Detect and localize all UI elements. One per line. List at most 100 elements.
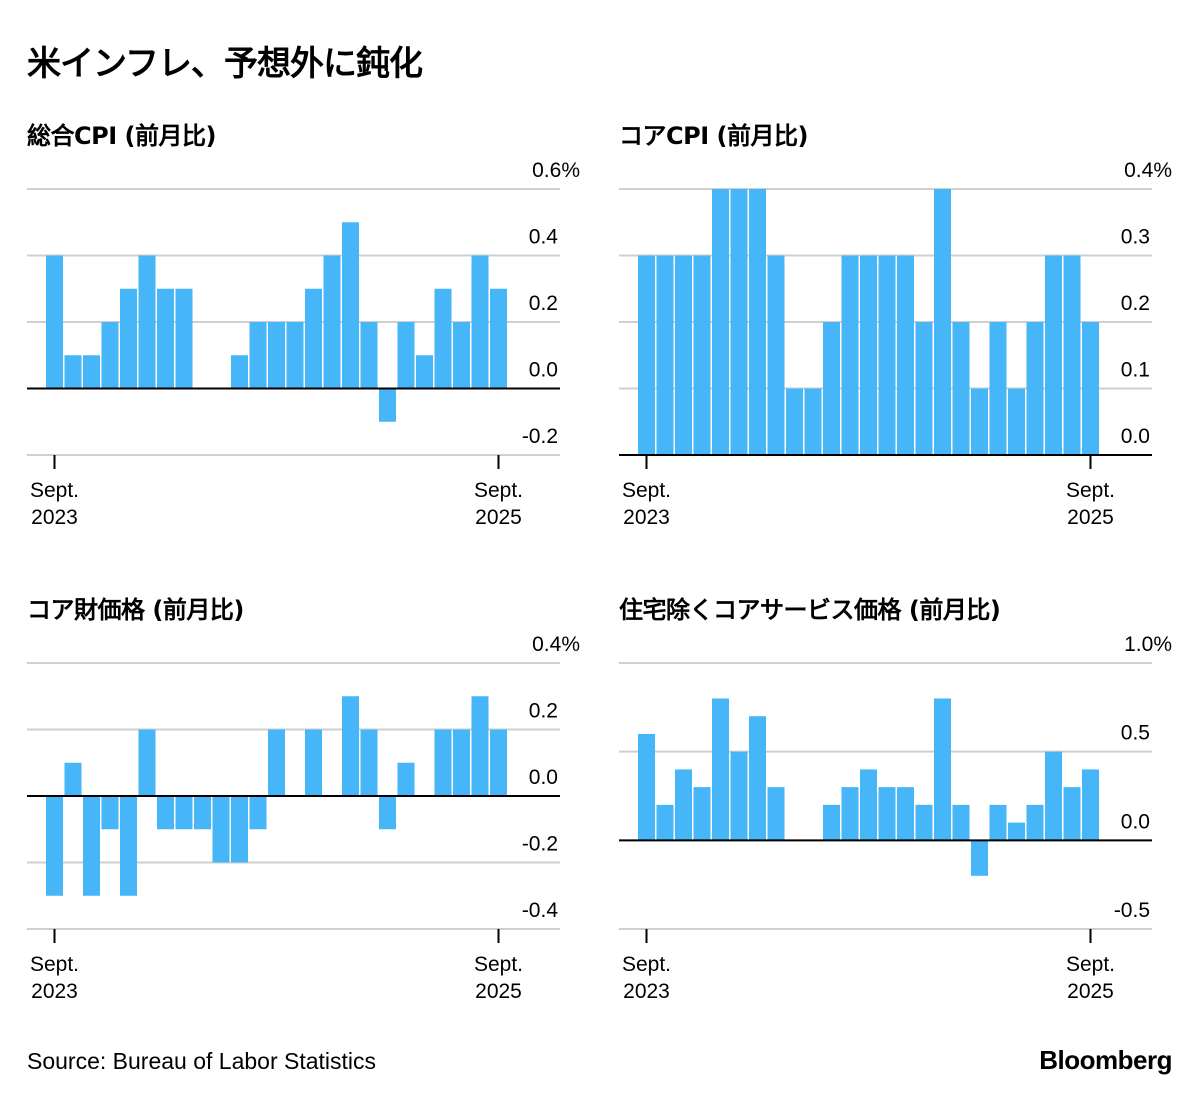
bar bbox=[1045, 255, 1062, 455]
bar bbox=[120, 288, 137, 389]
bar bbox=[656, 255, 674, 455]
bar bbox=[767, 787, 785, 841]
bar bbox=[323, 255, 341, 389]
bar bbox=[64, 355, 82, 389]
bar bbox=[934, 189, 951, 455]
panel-title-core-cpi: コアCPI (前月比) bbox=[619, 122, 808, 150]
bar bbox=[64, 762, 82, 796]
bar bbox=[841, 787, 859, 841]
bar bbox=[971, 840, 988, 876]
y-tick-label: 0.2 bbox=[1121, 292, 1150, 315]
x-tick-label: 2025 bbox=[1067, 980, 1114, 1003]
bar bbox=[360, 729, 378, 796]
y-tick-label: 0.6% bbox=[532, 159, 580, 182]
bar bbox=[194, 796, 211, 830]
y-tick-label: 1.0% bbox=[1124, 633, 1172, 656]
bar bbox=[1008, 822, 1025, 841]
y-tick-label: 0.1 bbox=[1121, 359, 1150, 382]
bar bbox=[915, 322, 933, 455]
y-tick-label: 0.4% bbox=[532, 633, 580, 656]
bar bbox=[712, 698, 729, 841]
y-tick-label: -0.2 bbox=[522, 425, 558, 448]
x-tick-label: 2025 bbox=[1067, 506, 1114, 529]
bar bbox=[693, 255, 711, 455]
y-tick-label: 0.3 bbox=[1121, 226, 1150, 249]
bar bbox=[823, 322, 840, 455]
bar bbox=[471, 255, 489, 389]
y-tick-label: 0.0 bbox=[529, 359, 558, 382]
bar bbox=[249, 796, 267, 830]
bar bbox=[175, 796, 193, 830]
bar bbox=[897, 255, 914, 455]
x-tick-label: Sept. bbox=[622, 479, 671, 502]
bar bbox=[305, 729, 322, 796]
x-tick-label: Sept. bbox=[30, 953, 79, 976]
bar bbox=[101, 796, 119, 830]
bar bbox=[989, 322, 1007, 455]
bar bbox=[952, 804, 970, 841]
panel-title-supercore: 住宅除くコアサービス価格 (前月比) bbox=[619, 596, 1001, 624]
bar bbox=[434, 729, 452, 796]
y-tick-label: 0.0 bbox=[1121, 810, 1150, 833]
source-note: Source: Bureau of Labor Statistics bbox=[27, 1048, 377, 1074]
bar bbox=[860, 255, 877, 455]
x-tick-label: Sept. bbox=[474, 479, 523, 502]
bar bbox=[101, 322, 119, 389]
bar bbox=[268, 322, 285, 389]
y-tick-label: 0.0 bbox=[1121, 425, 1150, 448]
bar bbox=[675, 255, 692, 455]
bar bbox=[46, 255, 63, 389]
panel-title-core-goods: コア財価格 (前月比) bbox=[27, 596, 244, 624]
bar bbox=[989, 804, 1007, 841]
bar bbox=[841, 255, 859, 455]
bar bbox=[434, 288, 452, 389]
bar bbox=[120, 796, 137, 896]
y-tick-label: 0.5 bbox=[1121, 722, 1150, 745]
bar bbox=[453, 322, 470, 389]
bar bbox=[138, 255, 156, 389]
x-tick-label: 2025 bbox=[475, 980, 522, 1003]
bar bbox=[1026, 322, 1044, 455]
x-tick-label: Sept. bbox=[1066, 479, 1115, 502]
y-tick-label: 0.2 bbox=[529, 292, 558, 315]
bar bbox=[804, 388, 822, 455]
bar bbox=[360, 322, 378, 389]
x-tick-label: 2023 bbox=[31, 980, 78, 1003]
bar bbox=[231, 796, 248, 863]
x-tick-label: 2023 bbox=[623, 980, 670, 1003]
bar bbox=[1026, 804, 1044, 841]
bar bbox=[749, 189, 766, 455]
bar bbox=[83, 796, 100, 896]
bar bbox=[157, 288, 174, 389]
bar bbox=[638, 733, 655, 841]
page-title: 米インフレ、予想外に鈍化 bbox=[27, 44, 423, 84]
bar bbox=[860, 769, 877, 841]
bar bbox=[786, 388, 803, 455]
bar bbox=[379, 388, 396, 422]
bar bbox=[397, 762, 415, 796]
x-tick-label: Sept. bbox=[622, 953, 671, 976]
bar bbox=[897, 787, 914, 841]
bar bbox=[416, 355, 433, 389]
bar bbox=[1045, 751, 1062, 841]
bar bbox=[693, 787, 711, 841]
bar bbox=[971, 388, 988, 455]
bar bbox=[915, 804, 933, 841]
bar bbox=[934, 698, 951, 841]
bar bbox=[138, 729, 156, 796]
bar bbox=[175, 288, 193, 389]
bar bbox=[767, 255, 785, 455]
bar bbox=[471, 696, 489, 796]
x-tick-label: 2023 bbox=[623, 506, 670, 529]
bar bbox=[212, 796, 230, 863]
bar bbox=[249, 322, 267, 389]
bar bbox=[675, 769, 692, 841]
bar bbox=[490, 729, 507, 796]
bar bbox=[83, 355, 100, 389]
bar bbox=[305, 288, 322, 389]
bar bbox=[453, 729, 470, 796]
bar bbox=[342, 222, 359, 389]
bar bbox=[656, 804, 674, 841]
bar bbox=[878, 787, 896, 841]
